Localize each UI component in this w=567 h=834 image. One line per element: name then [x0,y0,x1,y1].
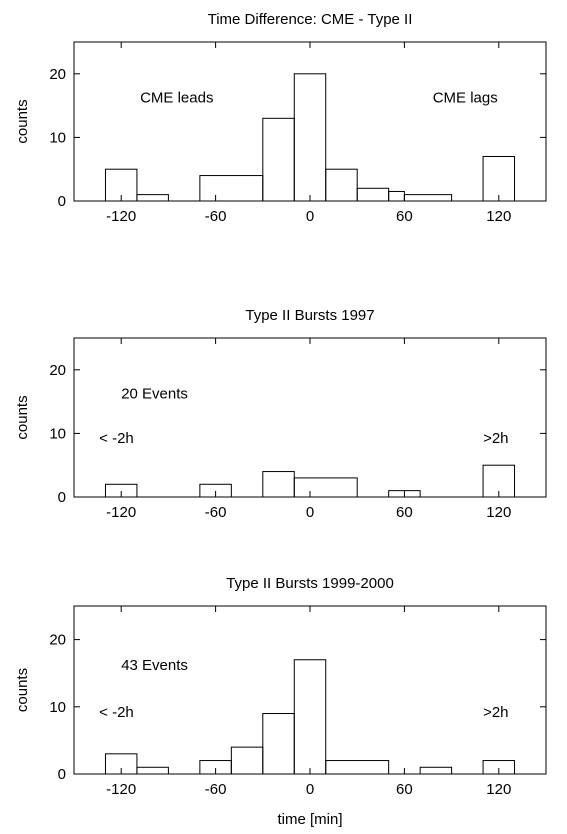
x-tick-label: 60 [396,504,413,521]
histogram-panel-3: Type II Bursts 1999-2000 -120 -60 0 60 120 0 10… [14,575,547,828]
x-tick-label: -120 [106,504,136,521]
y-tick-label: 0 [58,489,66,506]
annotation-label: < -2h [99,704,134,721]
histogram-bar [293,477,358,498]
histogram-bar [482,155,516,202]
annotation-label: CME lags [433,89,498,106]
histogram-bar [199,175,264,202]
histogram-bar [403,194,453,202]
y-tick-label: 10 [49,425,66,442]
y-tick-label: 20 [49,632,66,649]
x-tick-label: -120 [106,208,136,225]
histogram-bar [325,168,358,202]
annotation-label: < -2h [99,430,134,447]
histogram-bar [104,483,138,498]
histogram-bar [104,753,138,775]
x-axis-label: time [min] [277,811,342,828]
histogram-bar [136,766,169,775]
x-tick-label: 0 [306,781,314,798]
histogram-bar [419,766,453,775]
annotation-label: 43 Events [121,657,188,674]
x-tick-label: 60 [396,208,413,225]
histogram-bar [482,464,516,498]
histogram-bar [230,746,264,775]
histogram-bar [388,490,421,498]
annotation-label: CME leads [140,89,213,106]
histogram-panel-2: Type II Bursts 1997 -120 -60 0 60 120 0 10 20 cou… [14,307,547,521]
histogram-bar [293,659,327,775]
x-tick-label: -60 [205,504,227,521]
annotation-label: >2h [483,430,508,447]
x-tick-label: 0 [306,504,314,521]
y-tick-label: 10 [49,129,66,146]
histogram-bar [388,190,405,202]
plot-frame [73,605,547,775]
plot-frame [73,41,547,202]
histogram-bar [293,73,327,202]
histogram-bar [262,471,295,498]
y-tick-label: 0 [58,193,66,210]
histogram-bar [356,187,390,202]
y-tick-label: 20 [49,362,66,379]
histogram-bar [136,194,169,202]
histogram-bar [104,168,138,202]
histogram-bar [262,713,295,775]
chart-title: Type II Bursts 1999-2000 [226,575,394,592]
histogram-bar [482,760,516,775]
x-tick-label: -120 [106,781,136,798]
x-tick-label: 120 [486,208,511,225]
plot-frame [73,337,547,498]
histogram-bar [199,483,232,498]
chart-title: Time Difference: CME - Type II [208,11,413,28]
y-tick-label: 20 [49,66,66,83]
histogram-panel-1: Time Difference: CME - Type II -120 -60 0 60… [14,11,547,225]
histogram-bar [325,760,390,775]
annotation-label: 20 Events [121,385,188,402]
y-axis-label: counts [14,395,31,439]
chart-title: Type II Bursts 1997 [245,307,374,324]
y-axis-label: counts [14,668,31,712]
x-tick-label: -60 [205,208,227,225]
y-tick-label: 0 [58,766,66,783]
x-tick-label: 120 [486,781,511,798]
x-tick-label: 60 [396,781,413,798]
x-tick-label: -60 [205,781,227,798]
y-tick-label: 10 [49,699,66,716]
y-axis-label: counts [14,99,31,143]
x-tick-label: 0 [306,208,314,225]
histogram-bar [262,117,295,202]
x-tick-label: 120 [486,504,511,521]
annotation-label: >2h [483,704,508,721]
